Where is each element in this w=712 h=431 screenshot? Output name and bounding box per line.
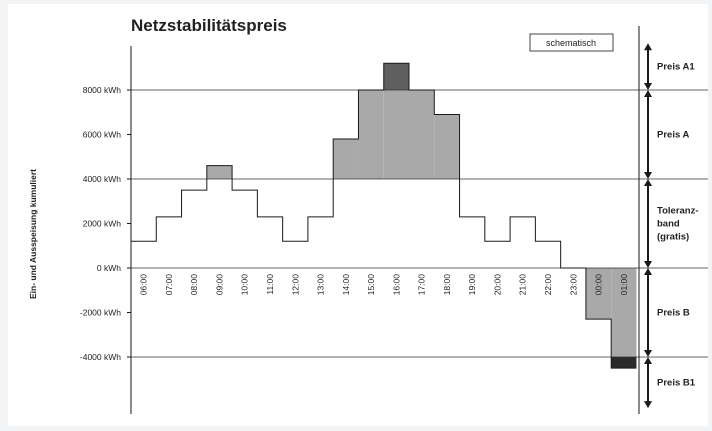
- zone-arrow-0: [644, 43, 652, 90]
- zone-label-4-0: Preis B1: [657, 378, 696, 389]
- bar-fill-deep-01:00: [611, 357, 637, 369]
- bar-fill-14:00: [333, 138, 359, 179]
- schematic-badge-label: schematisch: [546, 38, 596, 48]
- x-tick-label-09:00: 09:00: [214, 274, 224, 296]
- step-line-group: [131, 62, 637, 369]
- y-tick-label-6000: 6000 kWh: [83, 130, 122, 140]
- zone-arrow-head-up: [644, 90, 652, 97]
- step-line: [131, 62, 637, 369]
- zone-arrow-4: [644, 357, 652, 409]
- zone-label-0-0: Preis A1: [657, 62, 695, 73]
- zone-label-2-0: Toleranz-: [657, 206, 699, 217]
- x-tick-label-22:00: 22:00: [543, 274, 553, 296]
- zone-arrow-1: [644, 90, 652, 179]
- tick-labels: 8000 kWh 6000 kWh 4000 kWh 2000 kWh 0 kWh -20…: [80, 85, 629, 362]
- schematic-badge: schematisch: [529, 33, 614, 52]
- x-tick-label-10:00: 10:00: [240, 274, 250, 296]
- x-tick-label-15:00: 15:00: [366, 274, 376, 296]
- y-tick-label--4000: -4000 kWh: [80, 352, 121, 362]
- chart-container: 8000 kWh 6000 kWh 4000 kWh 2000 kWh 0 kWh -20…: [8, 4, 708, 426]
- x-tick-label-14:00: 14:00: [341, 274, 351, 296]
- y-tick-label--2000: -2000 kWh: [80, 308, 121, 318]
- price-zones: Preis A1 Preis A Toleranz-band (gratis) Prei…: [644, 43, 699, 409]
- zone-arrow-head-down: [644, 83, 652, 90]
- zone-label-2-2: (gratis): [657, 232, 689, 243]
- x-tick-label-19:00: 19:00: [467, 274, 477, 296]
- bar-fill-17:00: [409, 90, 435, 179]
- zone-arrow-head-down: [644, 261, 652, 268]
- zone-arrow-head-down: [644, 172, 652, 179]
- x-tick-label-23:00: 23:00: [568, 274, 578, 296]
- zone-label-2-1: band: [657, 219, 680, 230]
- x-tick-label-00:00: 00:00: [594, 274, 604, 296]
- x-tick-label-20:00: 20:00: [492, 274, 502, 296]
- level-lines: [131, 89, 708, 358]
- zone-arrow-3: [644, 268, 652, 357]
- bar-fill-18:00: [434, 114, 460, 179]
- area-fills: [206, 63, 637, 369]
- zone-arrow-head-up: [644, 268, 652, 275]
- x-tick-label-16:00: 16:00: [391, 274, 401, 296]
- y-tick-label-8000: 8000 kWh: [83, 85, 122, 95]
- bar-fill-09:00: [206, 165, 233, 179]
- bar-fill-00:00: [585, 268, 612, 320]
- zone-arrow-head-up: [644, 43, 652, 51]
- x-tick-label-17:00: 17:00: [417, 274, 427, 296]
- x-tick-label-01:00: 01:00: [619, 274, 629, 296]
- zone-label-3-0: Preis B: [657, 308, 690, 319]
- bar-fill-15:00: [358, 90, 384, 179]
- zone-arrow-2: [644, 179, 652, 268]
- x-tick-label-06:00: 06:00: [139, 274, 149, 296]
- chart-title: Netzstabilitätspreis: [131, 16, 287, 35]
- x-tick-label-07:00: 07:00: [164, 274, 174, 296]
- x-tick-label-11:00: 11:00: [265, 274, 275, 295]
- x-tick-label-12:00: 12:00: [290, 274, 300, 296]
- axes: [127, 26, 640, 414]
- x-tick-label-21:00: 21:00: [518, 274, 528, 296]
- bar-fill-01:00: [611, 268, 637, 357]
- y-tick-label-2000: 2000 kWh: [83, 219, 122, 229]
- bar-fill-peak-16:00: [383, 63, 410, 90]
- zone-arrow-head-up: [644, 179, 652, 186]
- zone-arrow-head-down: [644, 350, 652, 357]
- bar-fill-16:00: [383, 90, 410, 179]
- y-tick-label-0: 0 kWh: [97, 263, 121, 273]
- zone-arrow-head-down: [644, 401, 652, 409]
- zone-label-1-0: Preis A: [657, 130, 690, 141]
- x-tick-label-08:00: 08:00: [189, 274, 199, 296]
- chart-svg: 8000 kWh 6000 kWh 4000 kWh 2000 kWh 0 kWh -20…: [28, 16, 708, 414]
- zone-arrow-head-up: [644, 357, 652, 364]
- x-tick-label-18:00: 18:00: [442, 274, 452, 296]
- y-axis-label: Ein- und Ausspeisung kumuliert: [28, 169, 38, 299]
- x-tick-label-13:00: 13:00: [316, 274, 326, 296]
- y-tick-label-4000: 4000 kWh: [83, 174, 122, 184]
